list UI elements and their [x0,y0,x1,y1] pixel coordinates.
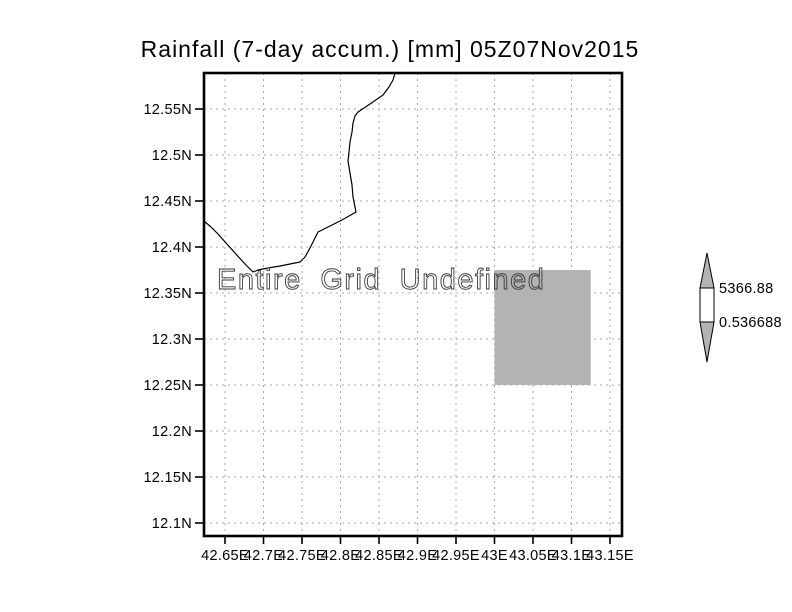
y-tick-label: 12.3N [152,332,192,348]
plot-title: Rainfall (7-day accum.) [mm] 05Z07Nov201… [140,36,640,62]
y-tick-label: 12.25N [143,378,192,394]
colorbar-lower-arrow [699,321,715,363]
y-tick-label: 12.2N [152,424,192,440]
undefined-grid-cell [494,270,591,385]
y-tick-label: 12.35N [143,286,192,302]
y-tick-label: 12.1N [152,516,192,532]
x-tick-label: 43E [481,548,508,564]
coastline-layer [203,72,396,273]
y-tick-label: 12.5N [152,148,192,164]
colorbar-min-label: 0.536688 [719,315,782,331]
x-tick-label: 42.8E [321,548,360,564]
undefined-annotation: Entire Grid Undefined [217,264,545,296]
x-tick-label: 42.75E [278,548,326,564]
plot-frame [202,71,624,538]
colorbar-band [699,287,715,323]
y-tick-label: 12.45N [143,194,192,210]
coastline [203,72,396,273]
x-tick-label: 42.9E [398,548,437,564]
x-tick-label: 42.95E [432,548,480,564]
colorbar-upper-arrow [699,252,715,289]
axis-ticks [195,108,611,544]
y-tick-label: 12.55N [143,102,192,118]
x-tick-label: 42.85E [355,548,403,564]
x-tick-label: 43.1E [552,548,591,564]
y-tick-label: 12.15N [143,470,192,486]
colorbar: 5366.88 0.536688 [699,252,782,363]
x-tick-label: 43.15E [586,548,634,564]
colorbar-max-label: 5366.88 [719,281,774,297]
x-tick-label: 43.05E [509,548,557,564]
shaded-region-layer [494,270,591,385]
y-tick-label: 12.4N [152,240,192,256]
frame-layer [202,71,624,538]
x-tick-label: 42.7E [244,548,283,564]
x-tick-label: 42.65E [201,548,249,564]
